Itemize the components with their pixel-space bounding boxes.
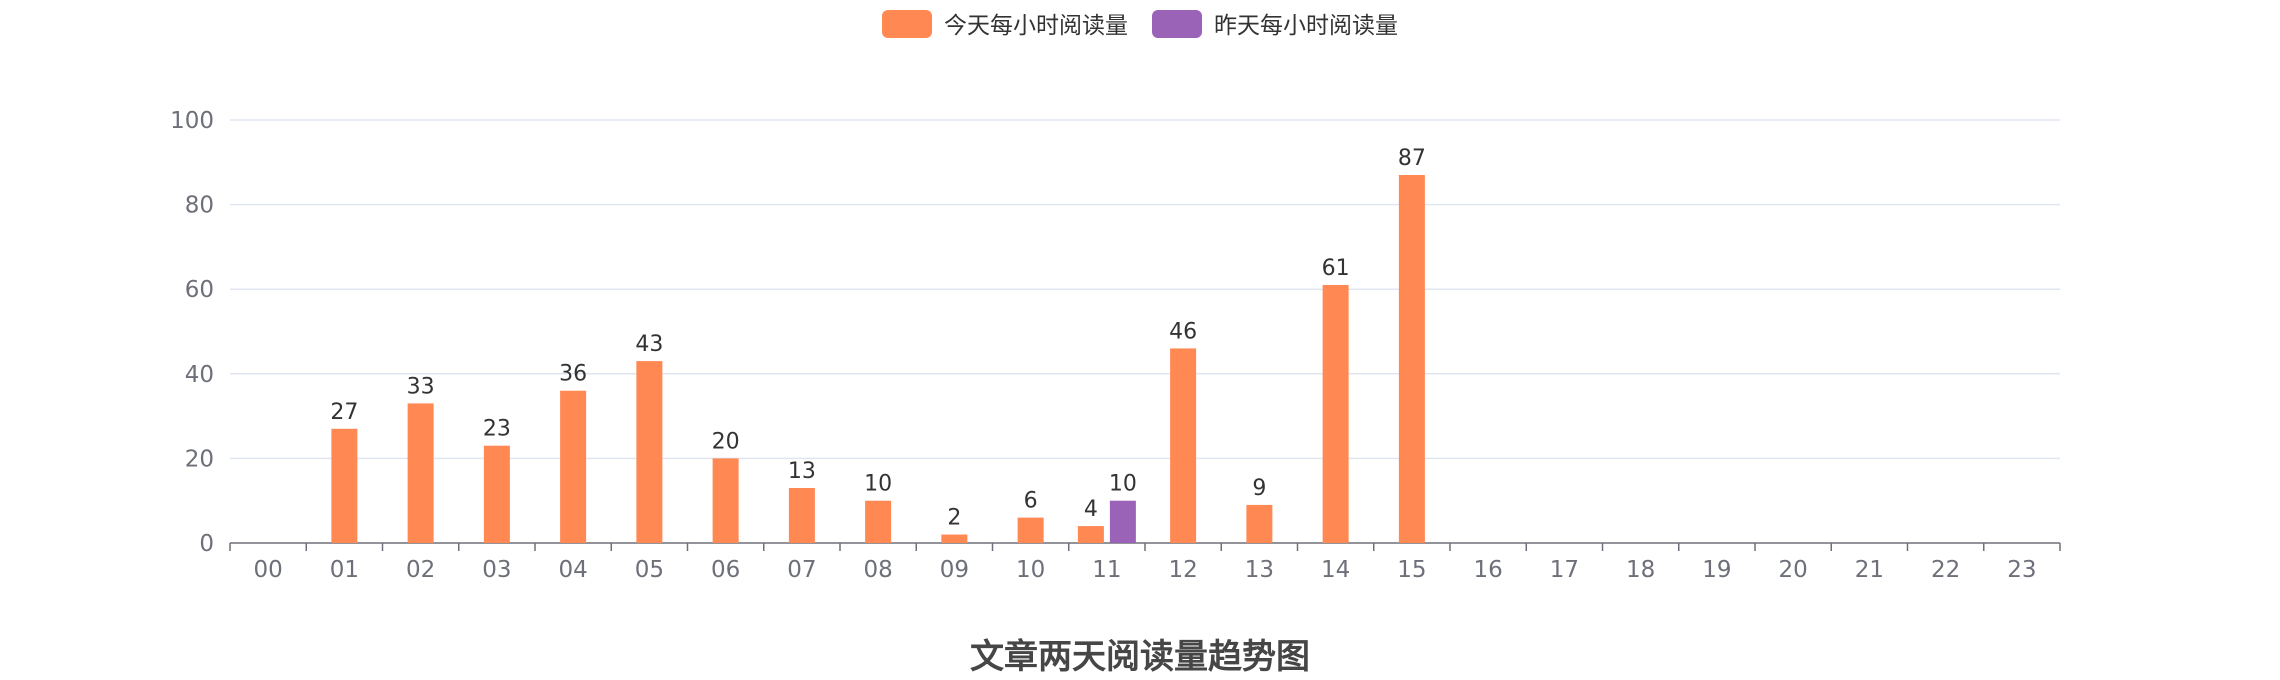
- x-tick-label: 17: [1550, 557, 1579, 583]
- bar-today-08[interactable]: [865, 500, 892, 543]
- y-tick-label: 20: [185, 446, 214, 472]
- bar-today-03[interactable]: [483, 445, 510, 543]
- y-tick-label: 40: [185, 362, 214, 388]
- data-label: 61: [1322, 256, 1350, 281]
- data-label: 36: [559, 362, 587, 387]
- y-tick-label: 60: [185, 277, 214, 303]
- x-tick-label: 03: [482, 557, 511, 583]
- x-tick-label: 07: [787, 557, 816, 583]
- x-tick-label: 02: [406, 557, 435, 583]
- data-label: 27: [330, 400, 358, 425]
- bars: [331, 174, 1425, 544]
- y-tick-label: 0: [199, 531, 214, 557]
- y-tick-label: 100: [170, 108, 214, 134]
- legend-label: 昨天每小时阅读量: [1214, 13, 1398, 39]
- data-labels: 27 33 23 36 43 20 13 10 2 6 4 10 46 9 61 87: [330, 146, 1426, 531]
- grid-lines: [230, 119, 2060, 460]
- x-tick-label: 04: [558, 557, 587, 583]
- legend-item-yesterday[interactable]: 昨天每小时阅读量: [1152, 10, 1398, 39]
- x-tick-label: 10: [1016, 557, 1045, 583]
- x-tick-label: 12: [1168, 557, 1197, 583]
- data-label: 23: [483, 417, 511, 442]
- x-tick-label: 06: [711, 557, 740, 583]
- y-tick-label: 80: [185, 193, 214, 219]
- axes: 0 20 40 60 80 100 00 01 02 03 04 05 06 07 08 09 10 11 12 13…: [170, 108, 2061, 583]
- legend-item-today[interactable]: 今天每小时阅读量: [882, 10, 1128, 39]
- bar-today-04[interactable]: [560, 390, 587, 543]
- data-label: 13: [788, 459, 816, 484]
- x-tick-label: 08: [863, 557, 892, 583]
- bar-today-07[interactable]: [788, 488, 815, 543]
- bar-today-12[interactable]: [1170, 348, 1197, 543]
- data-label: 2: [947, 506, 961, 531]
- bar-today-14[interactable]: [1322, 284, 1349, 543]
- x-tick-label: 09: [940, 557, 969, 583]
- data-label: 46: [1169, 319, 1197, 344]
- x-tick-label: 19: [1702, 557, 1731, 583]
- data-label: 9: [1252, 476, 1266, 501]
- x-tick-label: 21: [1855, 557, 1884, 583]
- x-tick-label: 11: [1092, 557, 1121, 583]
- x-tick-label: 20: [1778, 557, 1807, 583]
- bar-today-13[interactable]: [1246, 504, 1273, 543]
- data-label: 33: [407, 374, 435, 399]
- x-tick-label: 14: [1321, 557, 1350, 583]
- data-label: 20: [712, 429, 740, 454]
- legend-swatch: [882, 10, 932, 38]
- x-tick-label: 22: [1931, 557, 1960, 583]
- bar-today-02[interactable]: [407, 403, 434, 543]
- x-tick-label: 16: [1473, 557, 1502, 583]
- data-label: 43: [635, 332, 663, 357]
- bar-today-05[interactable]: [636, 361, 663, 543]
- x-tick-label: 15: [1397, 557, 1426, 583]
- legend-swatch: [1152, 10, 1202, 38]
- x-tick-label: 05: [635, 557, 664, 583]
- x-tick-label: 18: [1626, 557, 1655, 583]
- x-tick-label: 13: [1245, 557, 1274, 583]
- data-label: 10: [1109, 472, 1137, 497]
- bar-today-11[interactable]: [1077, 526, 1104, 543]
- legend-label: 今天每小时阅读量: [944, 13, 1128, 39]
- bar-today-10[interactable]: [1017, 517, 1044, 543]
- data-label: 4: [1084, 497, 1098, 522]
- data-label: 87: [1398, 146, 1426, 171]
- data-label: 10: [864, 472, 892, 497]
- bar-today-06[interactable]: [712, 458, 739, 543]
- bar-today-15[interactable]: [1398, 174, 1425, 544]
- data-label: 6: [1024, 489, 1038, 514]
- x-tick-label: 01: [330, 557, 359, 583]
- bar-yesterday-11[interactable]: [1109, 500, 1136, 543]
- legend[interactable]: 今天每小时阅读量 昨天每小时阅读量: [882, 10, 1398, 39]
- x-tick-label: 23: [2007, 557, 2036, 583]
- bar-today-01[interactable]: [331, 428, 358, 543]
- x-tick-label: 00: [253, 557, 282, 583]
- chart-title: 文章两天阅读量趋势图: [970, 637, 1310, 677]
- bar-today-09[interactable]: [941, 534, 968, 543]
